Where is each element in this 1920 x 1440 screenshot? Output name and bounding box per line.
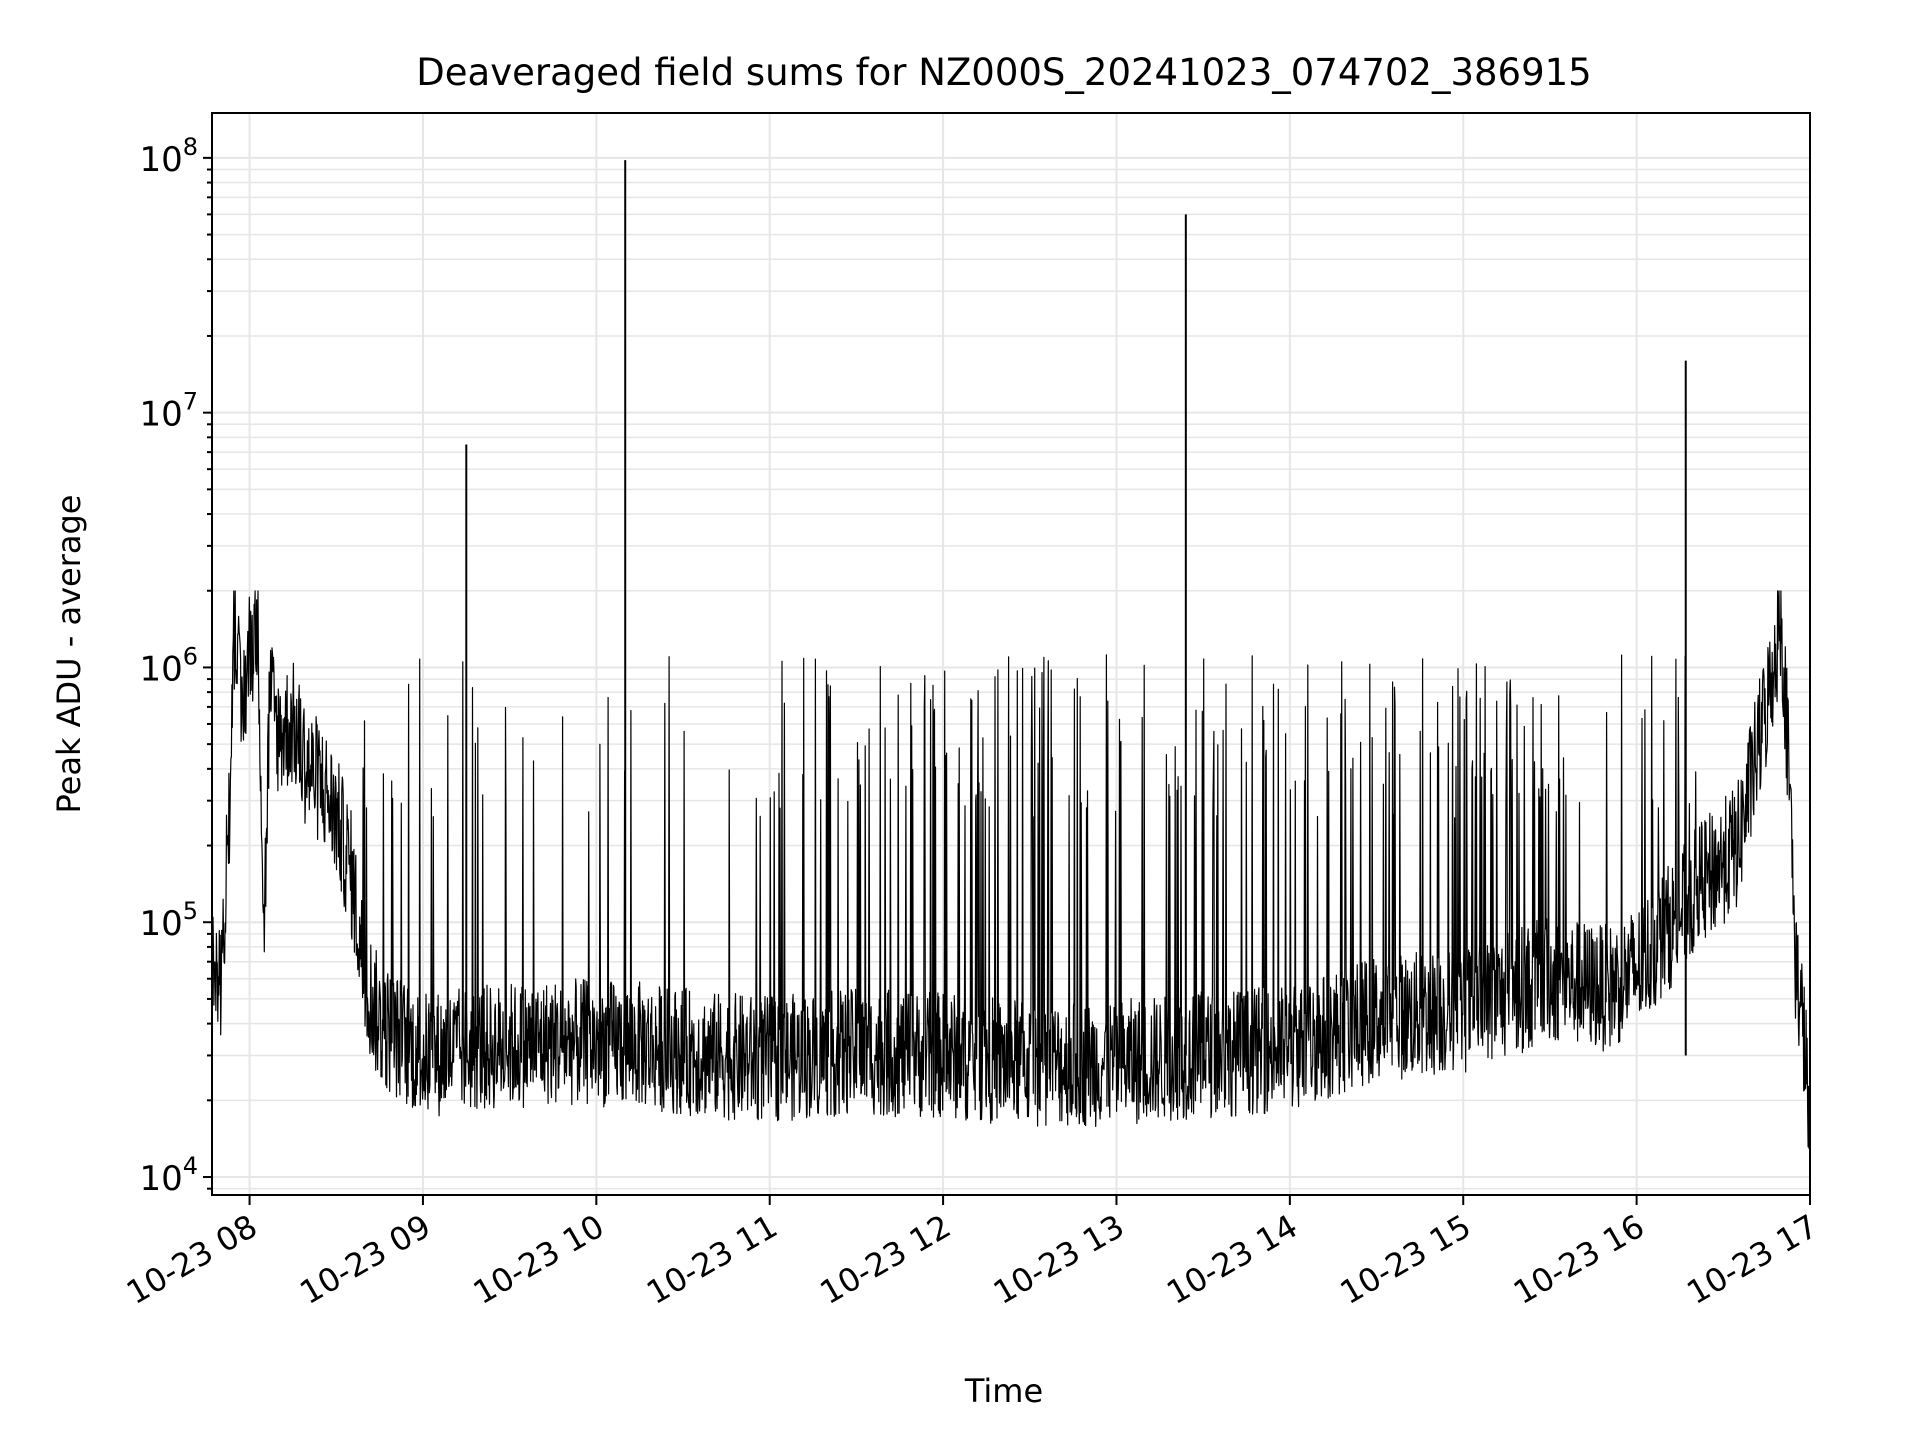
series-line — [211, 590, 1811, 1149]
y-tick-label: 104 — [139, 1152, 198, 1199]
y-tick-label: 105 — [139, 897, 198, 944]
plot-frame — [211, 112, 1811, 1196]
y-tick-label: 108 — [139, 133, 198, 180]
series-line-group — [211, 160, 1811, 1149]
y-tick-label: 106 — [139, 642, 198, 689]
y-tick-label: 107 — [139, 388, 198, 435]
y-axis-label: Peak ADU - average — [50, 495, 88, 814]
x-axis-label: Time — [964, 1372, 1043, 1410]
chart-title: Deaveraged field sums for NZ000S_2024102… — [416, 51, 1591, 94]
